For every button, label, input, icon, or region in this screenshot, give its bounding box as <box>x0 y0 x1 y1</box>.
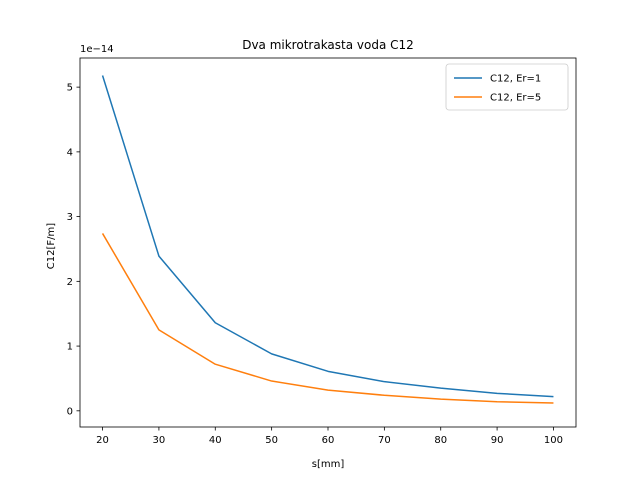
series-line-1 <box>101 75 554 398</box>
plot-area: 20 30 40 50 60 70 80 90 100 0 1 2 3 4 5 <box>67 57 577 446</box>
x-tick-label: 40 <box>209 435 222 446</box>
y-tick-label: 4 <box>67 147 73 158</box>
y-axis-label: C12[F/m] <box>46 223 57 269</box>
x-tick-label: 30 <box>153 435 166 446</box>
y-tick-label: 3 <box>67 212 73 223</box>
legend-entry-1: C12, Er=1 <box>490 74 541 85</box>
legend-entry-2: C12, Er=5 <box>490 93 541 104</box>
x-tick-label: 70 <box>378 435 391 446</box>
x-tick-label: 60 <box>322 435 335 446</box>
x-tick-label: 100 <box>544 435 563 446</box>
y-tick-label: 0 <box>67 406 73 417</box>
x-tick-label: 50 <box>265 435 278 446</box>
legend-box <box>445 63 569 111</box>
x-tick-label: 20 <box>96 435 109 446</box>
y-tick-label: 5 <box>67 83 73 94</box>
y-tick-label: 1 <box>67 342 73 353</box>
chart-title: Dva mikrotrakasta voda C12 <box>242 38 414 52</box>
y-offset-label: 1e−14 <box>80 44 114 55</box>
x-tick-label: 90 <box>491 435 504 446</box>
y-tick-label: 2 <box>67 277 73 288</box>
x-tick-label: 80 <box>434 435 447 446</box>
legend: C12, Er=1 C12, Er=5 <box>445 63 569 111</box>
x-axis-label: s[mm] <box>312 459 345 470</box>
series-line-2 <box>101 233 554 404</box>
